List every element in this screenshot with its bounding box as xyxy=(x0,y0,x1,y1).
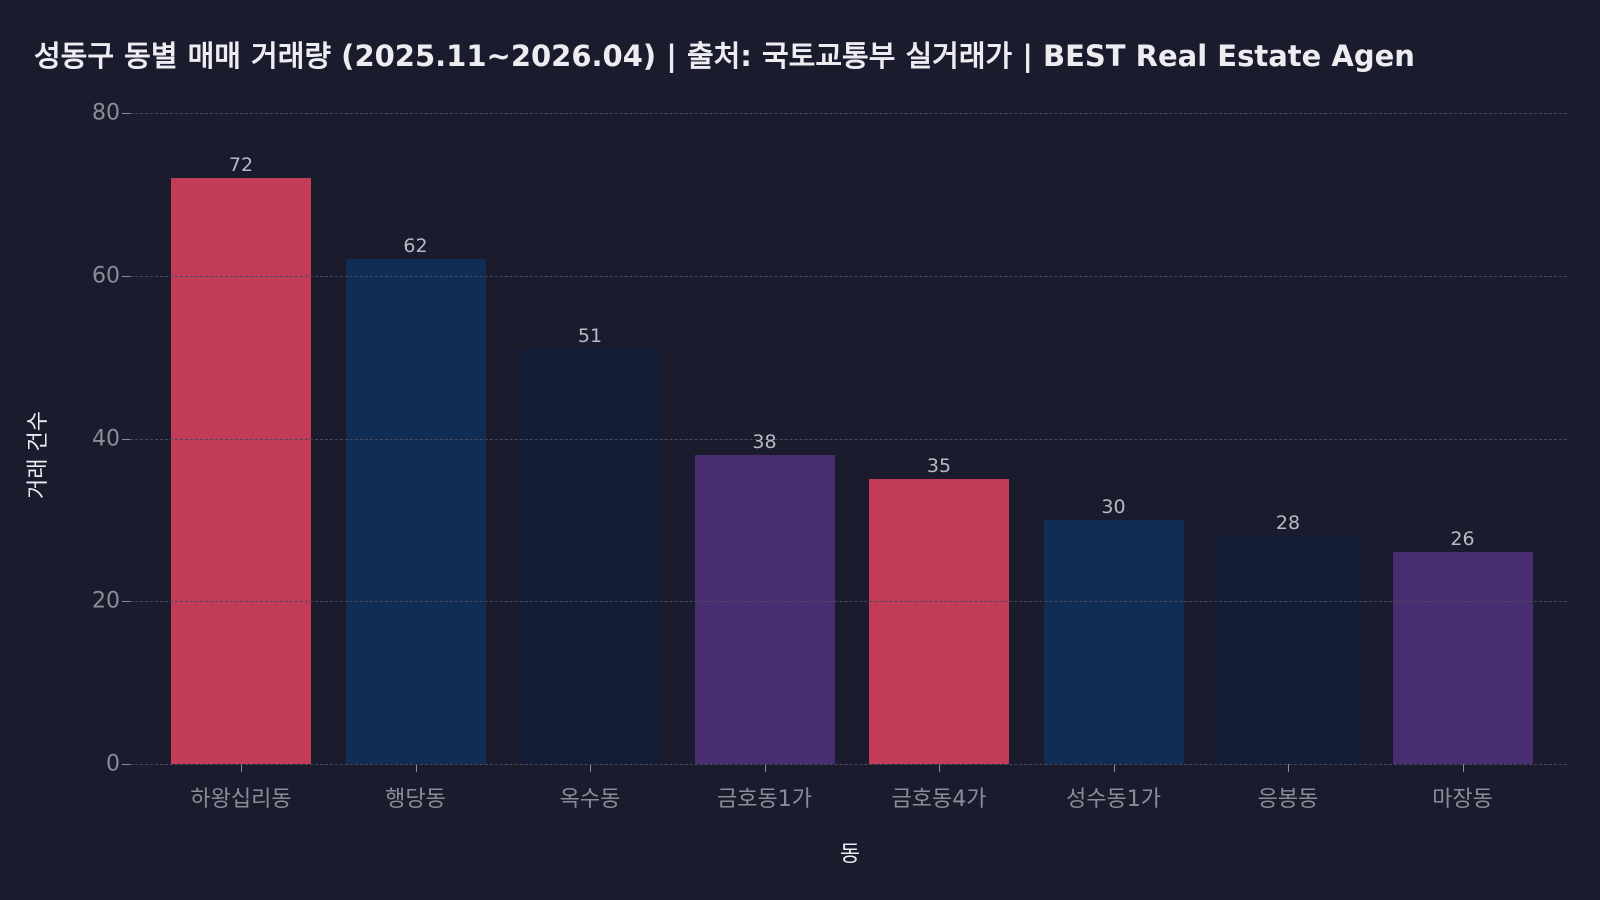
bar xyxy=(520,349,660,764)
y-tick-mark xyxy=(122,764,130,765)
x-tick-label: 하왕십리동 xyxy=(190,787,292,812)
x-tick-mark xyxy=(590,764,591,772)
x-tick-mark xyxy=(1462,764,1464,772)
gridline xyxy=(130,275,1567,277)
bar xyxy=(1043,519,1184,764)
gridline xyxy=(130,438,1567,440)
bar xyxy=(171,178,311,764)
bar-value-label: 72 xyxy=(228,154,254,177)
plot-area: 0 20 40 60 80 72 하왕십리동 62 행당동 51 옥수동 38 금호동1가 35 금호동4가… xyxy=(92,101,1567,812)
bar xyxy=(1392,552,1533,764)
bar-value-label: 62 xyxy=(403,235,428,258)
bar xyxy=(345,259,486,764)
bar-value-label: 35 xyxy=(926,455,952,478)
y-tick-label: 80 xyxy=(92,100,120,126)
x-tick-label: 금호동4가 xyxy=(891,787,987,812)
y-tick-label: 60 xyxy=(92,263,120,289)
x-tick-label: 마장동 xyxy=(1432,787,1493,812)
x-axis-label: 동 xyxy=(839,842,861,867)
x-tick-label: 옥수동 xyxy=(559,787,621,812)
y-tick-label: 0 xyxy=(106,751,120,777)
bar-value-label: 28 xyxy=(1275,512,1301,535)
bar-value-label: 30 xyxy=(1101,495,1126,518)
x-tick-label: 금호동1가 xyxy=(717,787,812,812)
y-tick-mark xyxy=(122,113,130,114)
y-tick-label: 20 xyxy=(92,588,120,614)
x-tick-mark xyxy=(1288,764,1289,772)
gridline xyxy=(130,113,1567,114)
y-tick-mark xyxy=(122,438,130,440)
bar-value-label: 38 xyxy=(752,430,777,453)
x-tick-mark xyxy=(241,764,242,772)
bar xyxy=(1218,536,1358,764)
y-axis-label: 거래 건수 xyxy=(26,411,51,499)
gridline xyxy=(130,764,1567,765)
bar-value-label: 51 xyxy=(577,324,603,347)
y-tick-label: 40 xyxy=(92,426,120,451)
x-tick-label: 행당동 xyxy=(385,787,446,812)
bar xyxy=(694,454,835,764)
y-tick-mark xyxy=(122,275,130,277)
x-tick-label: 응봉동 xyxy=(1257,787,1319,812)
chart-title: 성동구 동별 매매 거래량 (2025.11~2026.04) | 출처: 국토… xyxy=(34,39,1415,73)
x-tick-label: 성수동1가 xyxy=(1066,787,1161,812)
x-tick-mark xyxy=(939,764,940,772)
x-tick-mark xyxy=(415,764,417,772)
y-tick-mark xyxy=(122,601,130,603)
bar xyxy=(869,479,1009,764)
bar-value-label: 26 xyxy=(1450,528,1475,551)
x-tick-mark xyxy=(764,764,766,772)
x-tick-mark xyxy=(1113,764,1115,772)
gridline xyxy=(130,601,1567,603)
